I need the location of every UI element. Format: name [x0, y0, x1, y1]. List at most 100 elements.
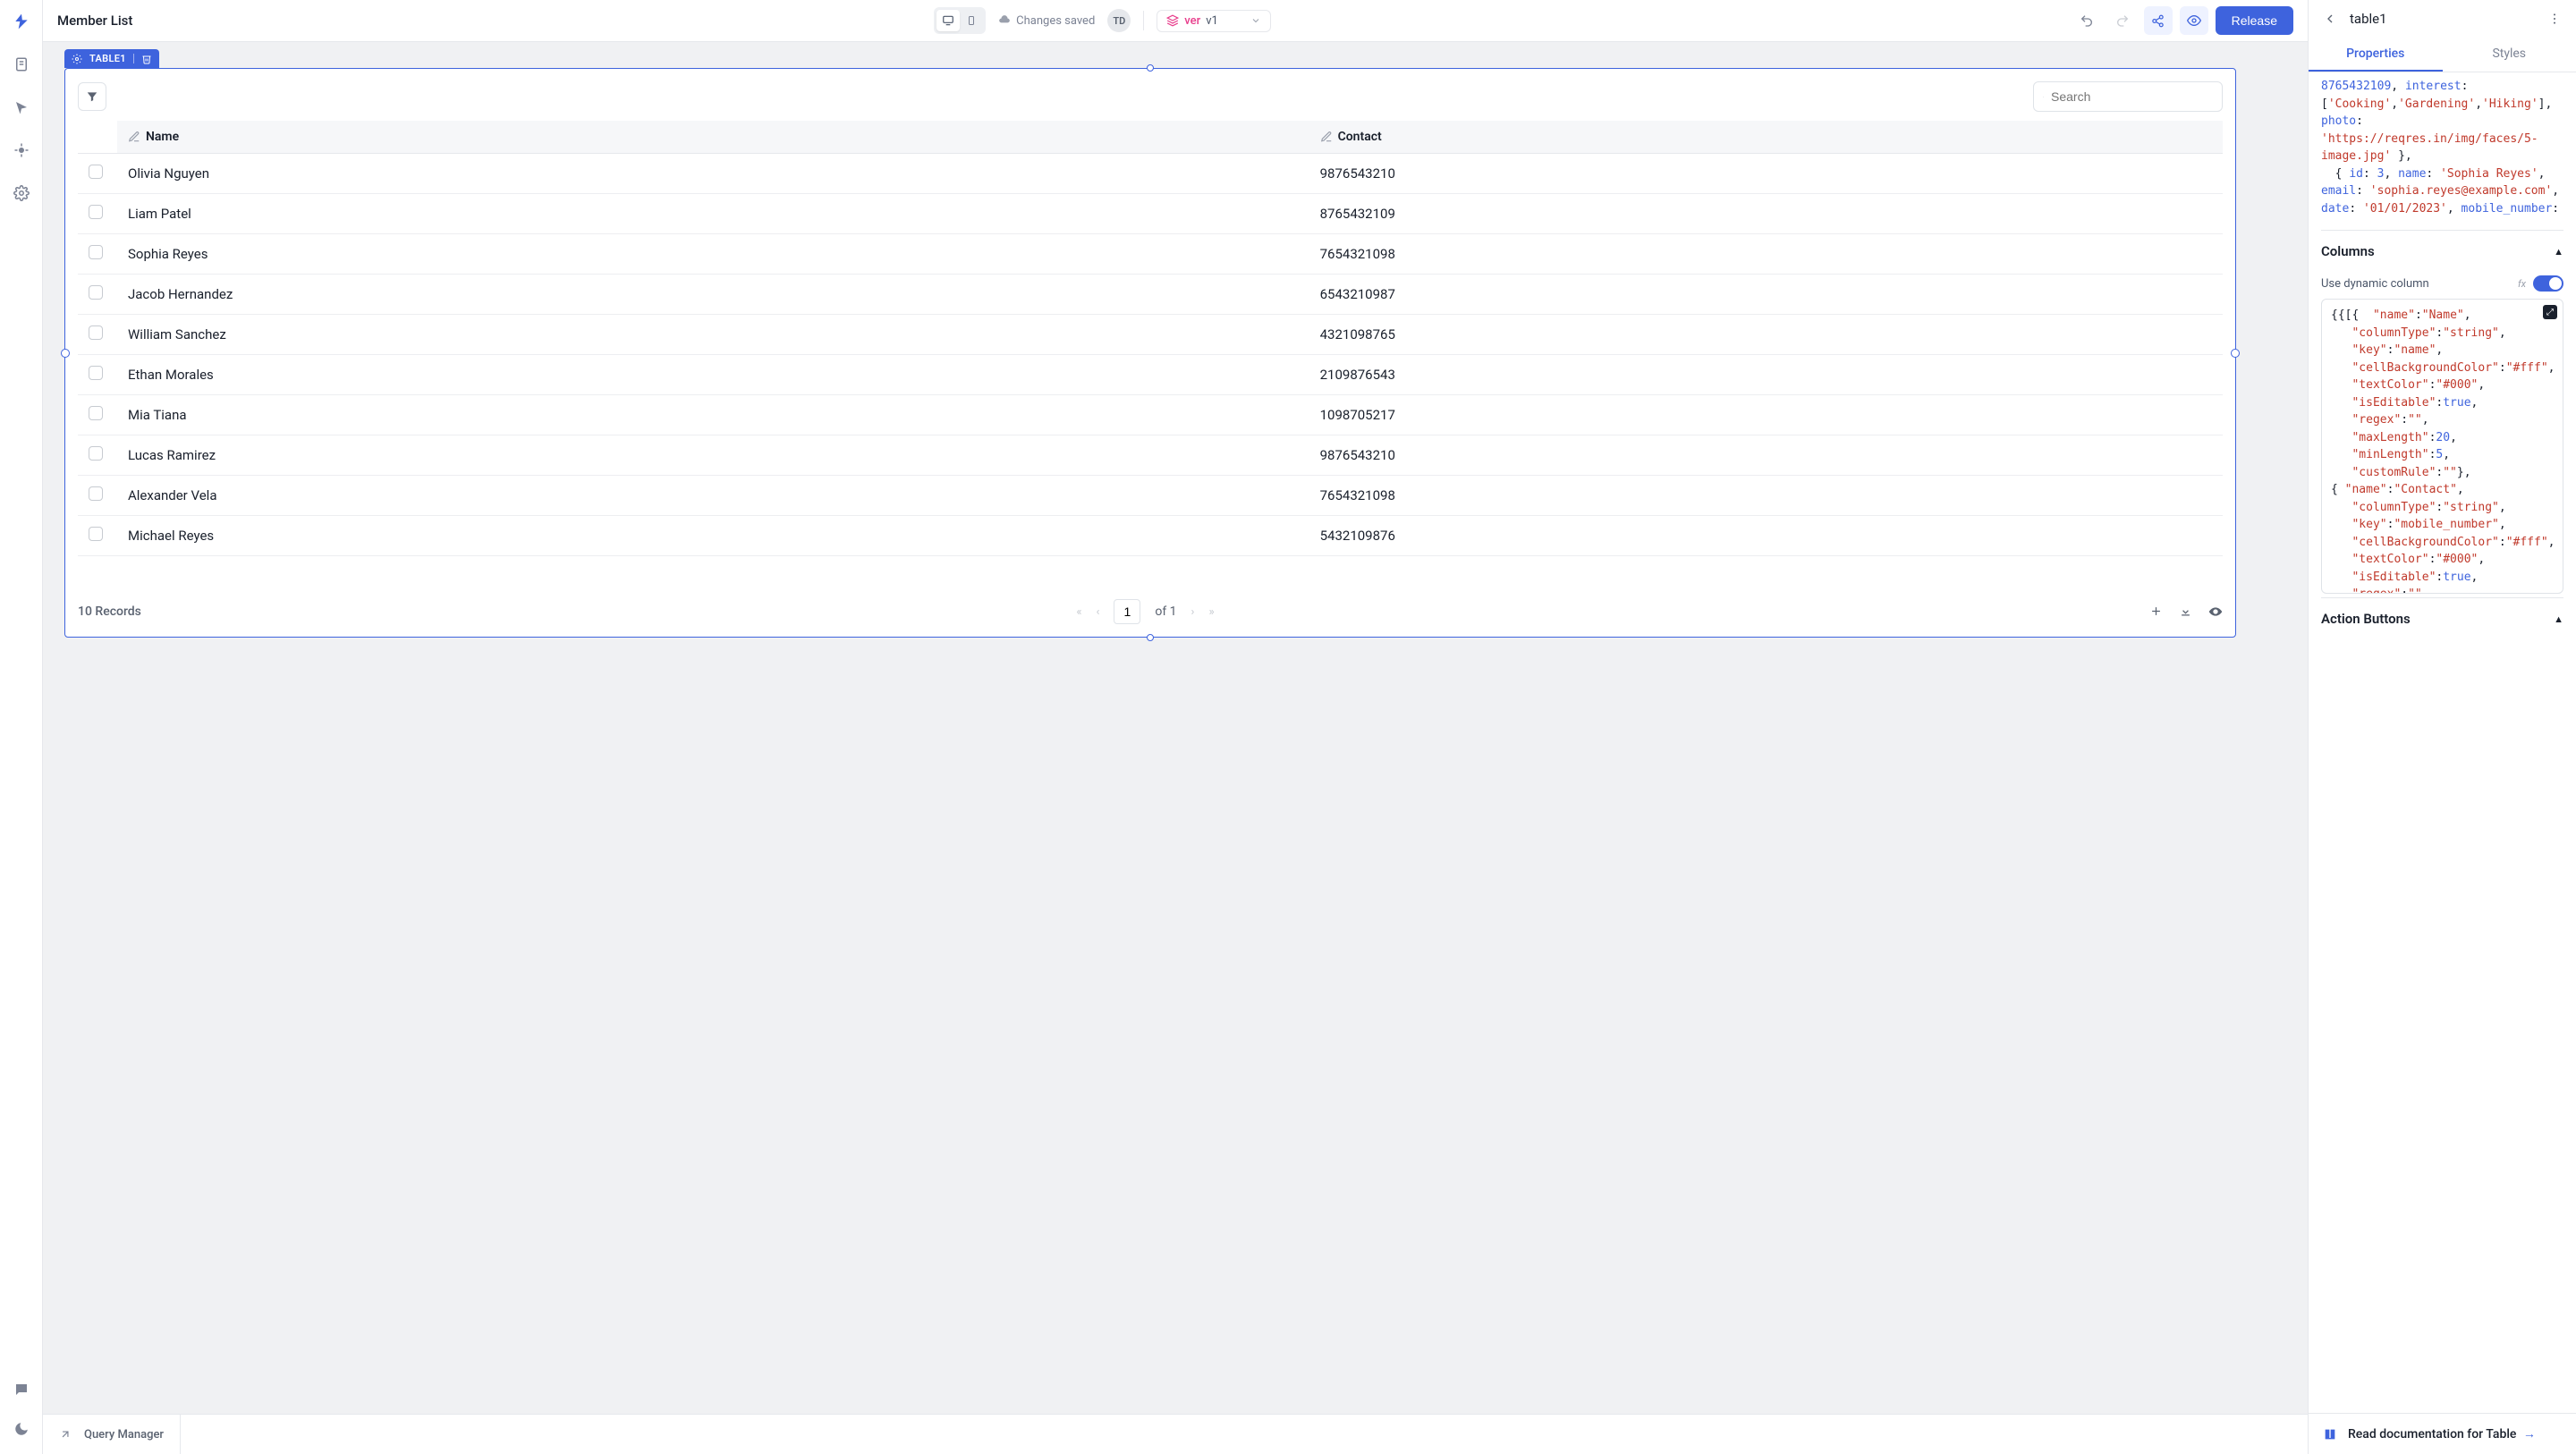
- table-widget[interactable]: Name Contact Olivia Ngu: [64, 68, 2236, 638]
- page-icon[interactable]: [11, 54, 32, 75]
- table-row[interactable]: Sophia Reyes 7654321098: [78, 234, 2223, 275]
- columns-code-editor[interactable]: ⤢ {{[{ "name":"Name", "columnType":"stri…: [2321, 299, 2563, 594]
- cell-name: Jacob Hernandez: [117, 275, 1309, 315]
- panel-title: table1: [2350, 11, 2387, 27]
- data-table: Name Contact Olivia Ngu: [78, 121, 2223, 556]
- row-checkbox[interactable]: [89, 486, 103, 501]
- share-button[interactable]: [2144, 6, 2173, 35]
- theme-icon[interactable]: [11, 1418, 32, 1440]
- table-row[interactable]: Lucas Ramirez 9876543210: [78, 435, 2223, 476]
- row-checkbox[interactable]: [89, 205, 103, 219]
- section-action-buttons[interactable]: Action Buttons ▲: [2321, 597, 2563, 636]
- table-row[interactable]: William Sanchez 4321098765: [78, 315, 2223, 355]
- redo-button[interactable]: [2108, 6, 2137, 35]
- row-checkbox[interactable]: [89, 366, 103, 380]
- fx-badge[interactable]: fx: [2518, 278, 2526, 290]
- doc-footer[interactable]: Read documentation for Table →: [2309, 1413, 2576, 1454]
- ver-label: ver: [1184, 14, 1200, 28]
- prev-page-button[interactable]: ‹: [1096, 605, 1099, 619]
- cell-contact: 9876543210: [1309, 435, 2223, 476]
- cursor-icon[interactable]: [11, 97, 32, 118]
- filter-button[interactable]: [78, 82, 106, 111]
- cell-contact: 4321098765: [1309, 315, 2223, 355]
- cell-contact: 5432109876: [1309, 516, 2223, 556]
- page-input[interactable]: [1114, 599, 1140, 624]
- page-title: Member List: [57, 13, 132, 29]
- dynamic-column-label: Use dynamic column: [2321, 277, 2429, 291]
- ver-value: v1: [1206, 14, 1218, 28]
- cell-name: Sophia Reyes: [117, 234, 1309, 275]
- cell-name: Alexander Vela: [117, 476, 1309, 516]
- tab-properties[interactable]: Properties: [2309, 38, 2443, 72]
- cell-contact: 9876543210: [1309, 154, 2223, 194]
- topbar: Member List Changes saved TD: [43, 0, 2308, 42]
- device-toggle: [934, 7, 986, 34]
- row-checkbox[interactable]: [89, 446, 103, 461]
- search-icon: [2043, 90, 2044, 104]
- mobile-toggle[interactable]: [960, 10, 983, 31]
- row-checkbox[interactable]: [89, 165, 103, 179]
- column-header-contact[interactable]: Contact: [1309, 121, 2223, 154]
- search-box[interactable]: [2033, 81, 2223, 112]
- avatar[interactable]: TD: [1107, 9, 1131, 32]
- row-checkbox[interactable]: [89, 406, 103, 420]
- cell-name: Liam Patel: [117, 194, 1309, 234]
- record-count: 10 Records: [78, 604, 141, 619]
- save-status: Changes saved: [998, 14, 1095, 28]
- edit-icon: [128, 131, 140, 143]
- table-row[interactable]: Michael Reyes 5432109876: [78, 516, 2223, 556]
- canvas[interactable]: TABLE1: [43, 42, 2308, 1414]
- first-page-button[interactable]: «: [1076, 605, 1081, 619]
- widget-tag-label: TABLE1: [89, 53, 126, 64]
- download-button[interactable]: [2179, 604, 2192, 619]
- table-row[interactable]: Liam Patel 8765432109: [78, 194, 2223, 234]
- row-checkbox[interactable]: [89, 527, 103, 541]
- table-row[interactable]: Jacob Hernandez 6543210987: [78, 275, 2223, 315]
- widget-tag[interactable]: TABLE1: [64, 49, 159, 68]
- dynamic-column-toggle[interactable]: [2533, 275, 2563, 292]
- next-page-button[interactable]: ›: [1191, 605, 1195, 619]
- data-preview: 8765432109, interest: ['Cooking','Garden…: [2321, 72, 2563, 226]
- table-row[interactable]: Alexander Vela 7654321098: [78, 476, 2223, 516]
- add-row-button[interactable]: [2149, 604, 2163, 619]
- undo-button[interactable]: [2072, 6, 2101, 35]
- section-columns[interactable]: Columns ▲: [2321, 230, 2563, 268]
- trash-icon[interactable]: [141, 54, 152, 64]
- tab-styles[interactable]: Styles: [2443, 38, 2576, 72]
- release-button[interactable]: Release: [2216, 6, 2293, 35]
- preview-button[interactable]: [2180, 6, 2208, 35]
- table-row[interactable]: Ethan Morales 2109876543: [78, 355, 2223, 395]
- pager: « ‹ of 1 › »: [1076, 599, 1214, 624]
- doc-link[interactable]: Read documentation for Table →: [2348, 1426, 2536, 1441]
- row-checkbox[interactable]: [89, 325, 103, 340]
- more-button[interactable]: [2547, 12, 2562, 26]
- debug-icon[interactable]: [11, 139, 32, 161]
- table-row[interactable]: Mia Tiana 1098705217: [78, 395, 2223, 435]
- query-manager-label[interactable]: Query Manager: [84, 1428, 164, 1441]
- table-row[interactable]: Olivia Nguyen 9876543210: [78, 154, 2223, 194]
- search-input[interactable]: [2051, 89, 2213, 104]
- desktop-toggle[interactable]: [936, 10, 960, 31]
- logo-icon[interactable]: [11, 11, 32, 32]
- visibility-button[interactable]: [2208, 604, 2223, 619]
- page-of-label: of 1: [1155, 604, 1176, 619]
- cell-contact: 8765432109: [1309, 194, 2223, 234]
- column-header-name[interactable]: Name: [117, 121, 1309, 154]
- expand-editor-button[interactable]: ⤢: [2543, 305, 2557, 319]
- comment-icon[interactable]: [11, 1379, 32, 1400]
- cell-contact: 6543210987: [1309, 275, 2223, 315]
- left-rail: [0, 0, 43, 1454]
- cell-contact: 2109876543: [1309, 355, 2223, 395]
- row-checkbox[interactable]: [89, 245, 103, 259]
- expand-icon[interactable]: [59, 1428, 72, 1441]
- back-button[interactable]: [2323, 12, 2337, 26]
- version-selector[interactable]: ver v1: [1157, 10, 1271, 32]
- settings-icon[interactable]: [11, 182, 32, 204]
- cell-name: Mia Tiana: [117, 395, 1309, 435]
- gear-icon: [72, 54, 82, 64]
- cell-name: Lucas Ramirez: [117, 435, 1309, 476]
- row-checkbox[interactable]: [89, 285, 103, 300]
- last-page-button[interactable]: »: [1208, 605, 1214, 619]
- edit-icon: [1320, 131, 1333, 143]
- right-panel: table1 Properties Styles 8765432109, int…: [2308, 0, 2576, 1454]
